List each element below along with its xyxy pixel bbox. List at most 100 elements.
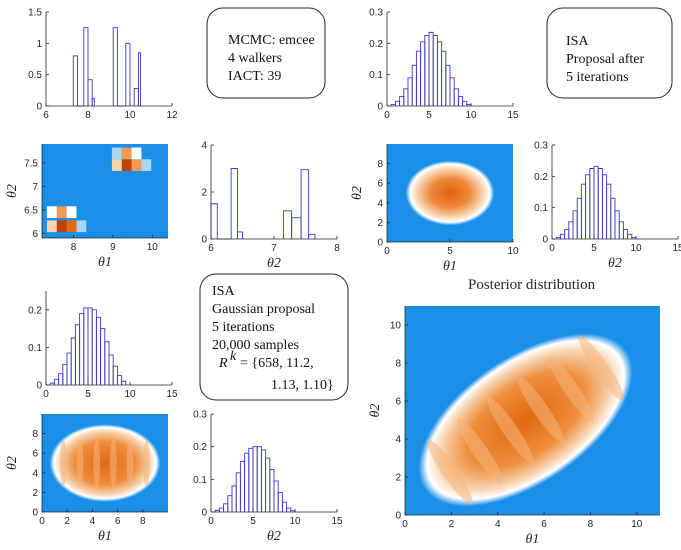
panel-p9: 0 5 10 1500.10.20.3θ2 <box>193 410 343 545</box>
textbox-mcmc: MCMC: emcee 4 walkers IACT: 39 <box>207 8 325 98</box>
x-tick-label: 15 <box>331 516 343 527</box>
x-tick-label: 10 <box>147 242 159 253</box>
x-tick-label: 0 <box>43 389 49 400</box>
y-tick-label: 0.3 <box>193 410 207 421</box>
histogram-bin <box>253 447 257 512</box>
y-tick-label: 0.3 <box>369 8 383 19</box>
histogram-bin <box>92 98 94 106</box>
x-tick-label: 0 <box>384 110 390 121</box>
histogram-bin <box>560 234 564 239</box>
histogram-bin <box>433 36 437 107</box>
x-tick-label: 12 <box>166 110 178 121</box>
x-tick-label: 7 <box>271 243 277 254</box>
textbox-line: Gaussian proposal <box>212 302 315 317</box>
histogram-bin <box>105 342 109 385</box>
histogram-bin <box>450 78 454 106</box>
y-tick-label: 0.1 <box>193 475 207 486</box>
y-axis-label: θ2 <box>350 186 365 200</box>
x-tick-label: 15 <box>507 110 519 121</box>
x-tick-label: 2 <box>64 516 70 527</box>
textbox-line: ISA <box>566 34 589 49</box>
histogram-bin <box>408 78 412 106</box>
y-tick-label: 4 <box>377 198 383 209</box>
histogram-bin <box>73 56 77 106</box>
x-tick-label: 8 <box>588 519 594 530</box>
x-tick-label: 5 <box>85 389 91 400</box>
density-stripe <box>110 439 117 487</box>
heatmap-cell <box>67 220 77 232</box>
histogram-bin <box>292 218 301 239</box>
y-axis-label: θ2 <box>5 456 20 470</box>
histogram-bin <box>232 486 236 512</box>
y-tick-label: 0 <box>201 508 207 519</box>
y-tick-label: 2 <box>377 218 383 229</box>
y-tick-label: 8 <box>377 159 383 170</box>
y-tick-label: 6.5 <box>24 205 38 216</box>
x-tick-label: 10 <box>289 516 301 527</box>
histogram-bin <box>113 366 117 385</box>
math-expression: 1.13, 1.10} <box>271 378 334 393</box>
y-tick-label: 6 <box>395 397 401 408</box>
histogram-bin <box>274 481 278 512</box>
heatmap-cell <box>132 148 142 160</box>
y-tick-label: 0 <box>201 235 207 246</box>
y-tick-label: 6 <box>377 179 383 190</box>
histogram-bin <box>395 101 399 106</box>
panel-p6: 0 5 10 15 0 0.1 0.2 0.3 θ2 <box>534 141 681 272</box>
x-tick-label: 10 <box>630 243 642 254</box>
histogram-bin <box>278 492 282 512</box>
x-axis-label: θ1 <box>526 532 540 547</box>
heatmap-cell <box>47 220 57 232</box>
y-tick-label: 0 <box>36 381 42 392</box>
histogram-bin <box>442 51 446 106</box>
x-axis-label: θ2 <box>267 256 281 271</box>
x-axis-label: θ2 <box>608 256 622 271</box>
y-tick-label: 10 <box>390 321 402 332</box>
math-superscript: k <box>230 349 237 364</box>
y-tick-label: 0 <box>36 102 42 113</box>
heatmap-cell <box>141 159 151 171</box>
histogram-bin <box>590 169 594 240</box>
x-tick-label: 5 <box>250 516 256 527</box>
x-axis-label: θ1 <box>98 529 112 544</box>
y-tick-label: 0.1 <box>534 203 548 214</box>
y-tick-label: 8 <box>395 359 401 370</box>
y-tick-label: 2 <box>395 473 401 484</box>
histogram-bin <box>458 97 462 106</box>
textbox-line: 20,000 samples <box>212 338 299 353</box>
histogram-bin <box>463 101 467 106</box>
histogram-bin <box>628 234 632 239</box>
histogram-bin <box>59 374 63 385</box>
histogram-bin <box>421 42 425 106</box>
heatmap-cell <box>112 159 122 171</box>
histogram-bin <box>400 97 404 106</box>
density-stripe <box>60 439 67 487</box>
density-blob <box>406 161 495 226</box>
density-blob <box>50 424 161 502</box>
x-tick-label: 6 <box>43 110 49 121</box>
y-tick-label: 6 <box>32 229 38 240</box>
heatmap-cell <box>112 148 122 160</box>
x-tick-label: 10 <box>124 389 136 400</box>
y-tick-label: 0 <box>395 511 401 522</box>
x-tick-label: 8 <box>71 242 77 253</box>
y-tick-label: 0.2 <box>534 172 548 183</box>
x-tick-label: 0 <box>549 243 555 254</box>
y-axis-label: θ2 <box>5 184 20 198</box>
x-tick-label: 8 <box>85 110 91 121</box>
x-axis-label: θ2 <box>267 529 281 544</box>
histogram-bin <box>412 65 416 106</box>
textbox-line: 5 iterations <box>212 320 275 335</box>
histogram-bin <box>283 211 291 239</box>
histogram-bin <box>236 473 240 512</box>
histogram-bin <box>84 28 88 106</box>
histogram-bin <box>84 308 88 385</box>
textbox-line: Proposal after <box>566 52 644 67</box>
histogram-bin <box>113 28 117 106</box>
y-tick-label: 0 <box>377 238 383 249</box>
histogram-bin <box>611 198 615 239</box>
panel-p10: 0 2 4 6 8 100246810θ1θ2 <box>368 299 662 547</box>
y-tick-label: 8 <box>32 429 38 440</box>
x-tick-label: 6 <box>115 516 121 527</box>
textbox-line: MCMC: emcee <box>228 33 315 48</box>
